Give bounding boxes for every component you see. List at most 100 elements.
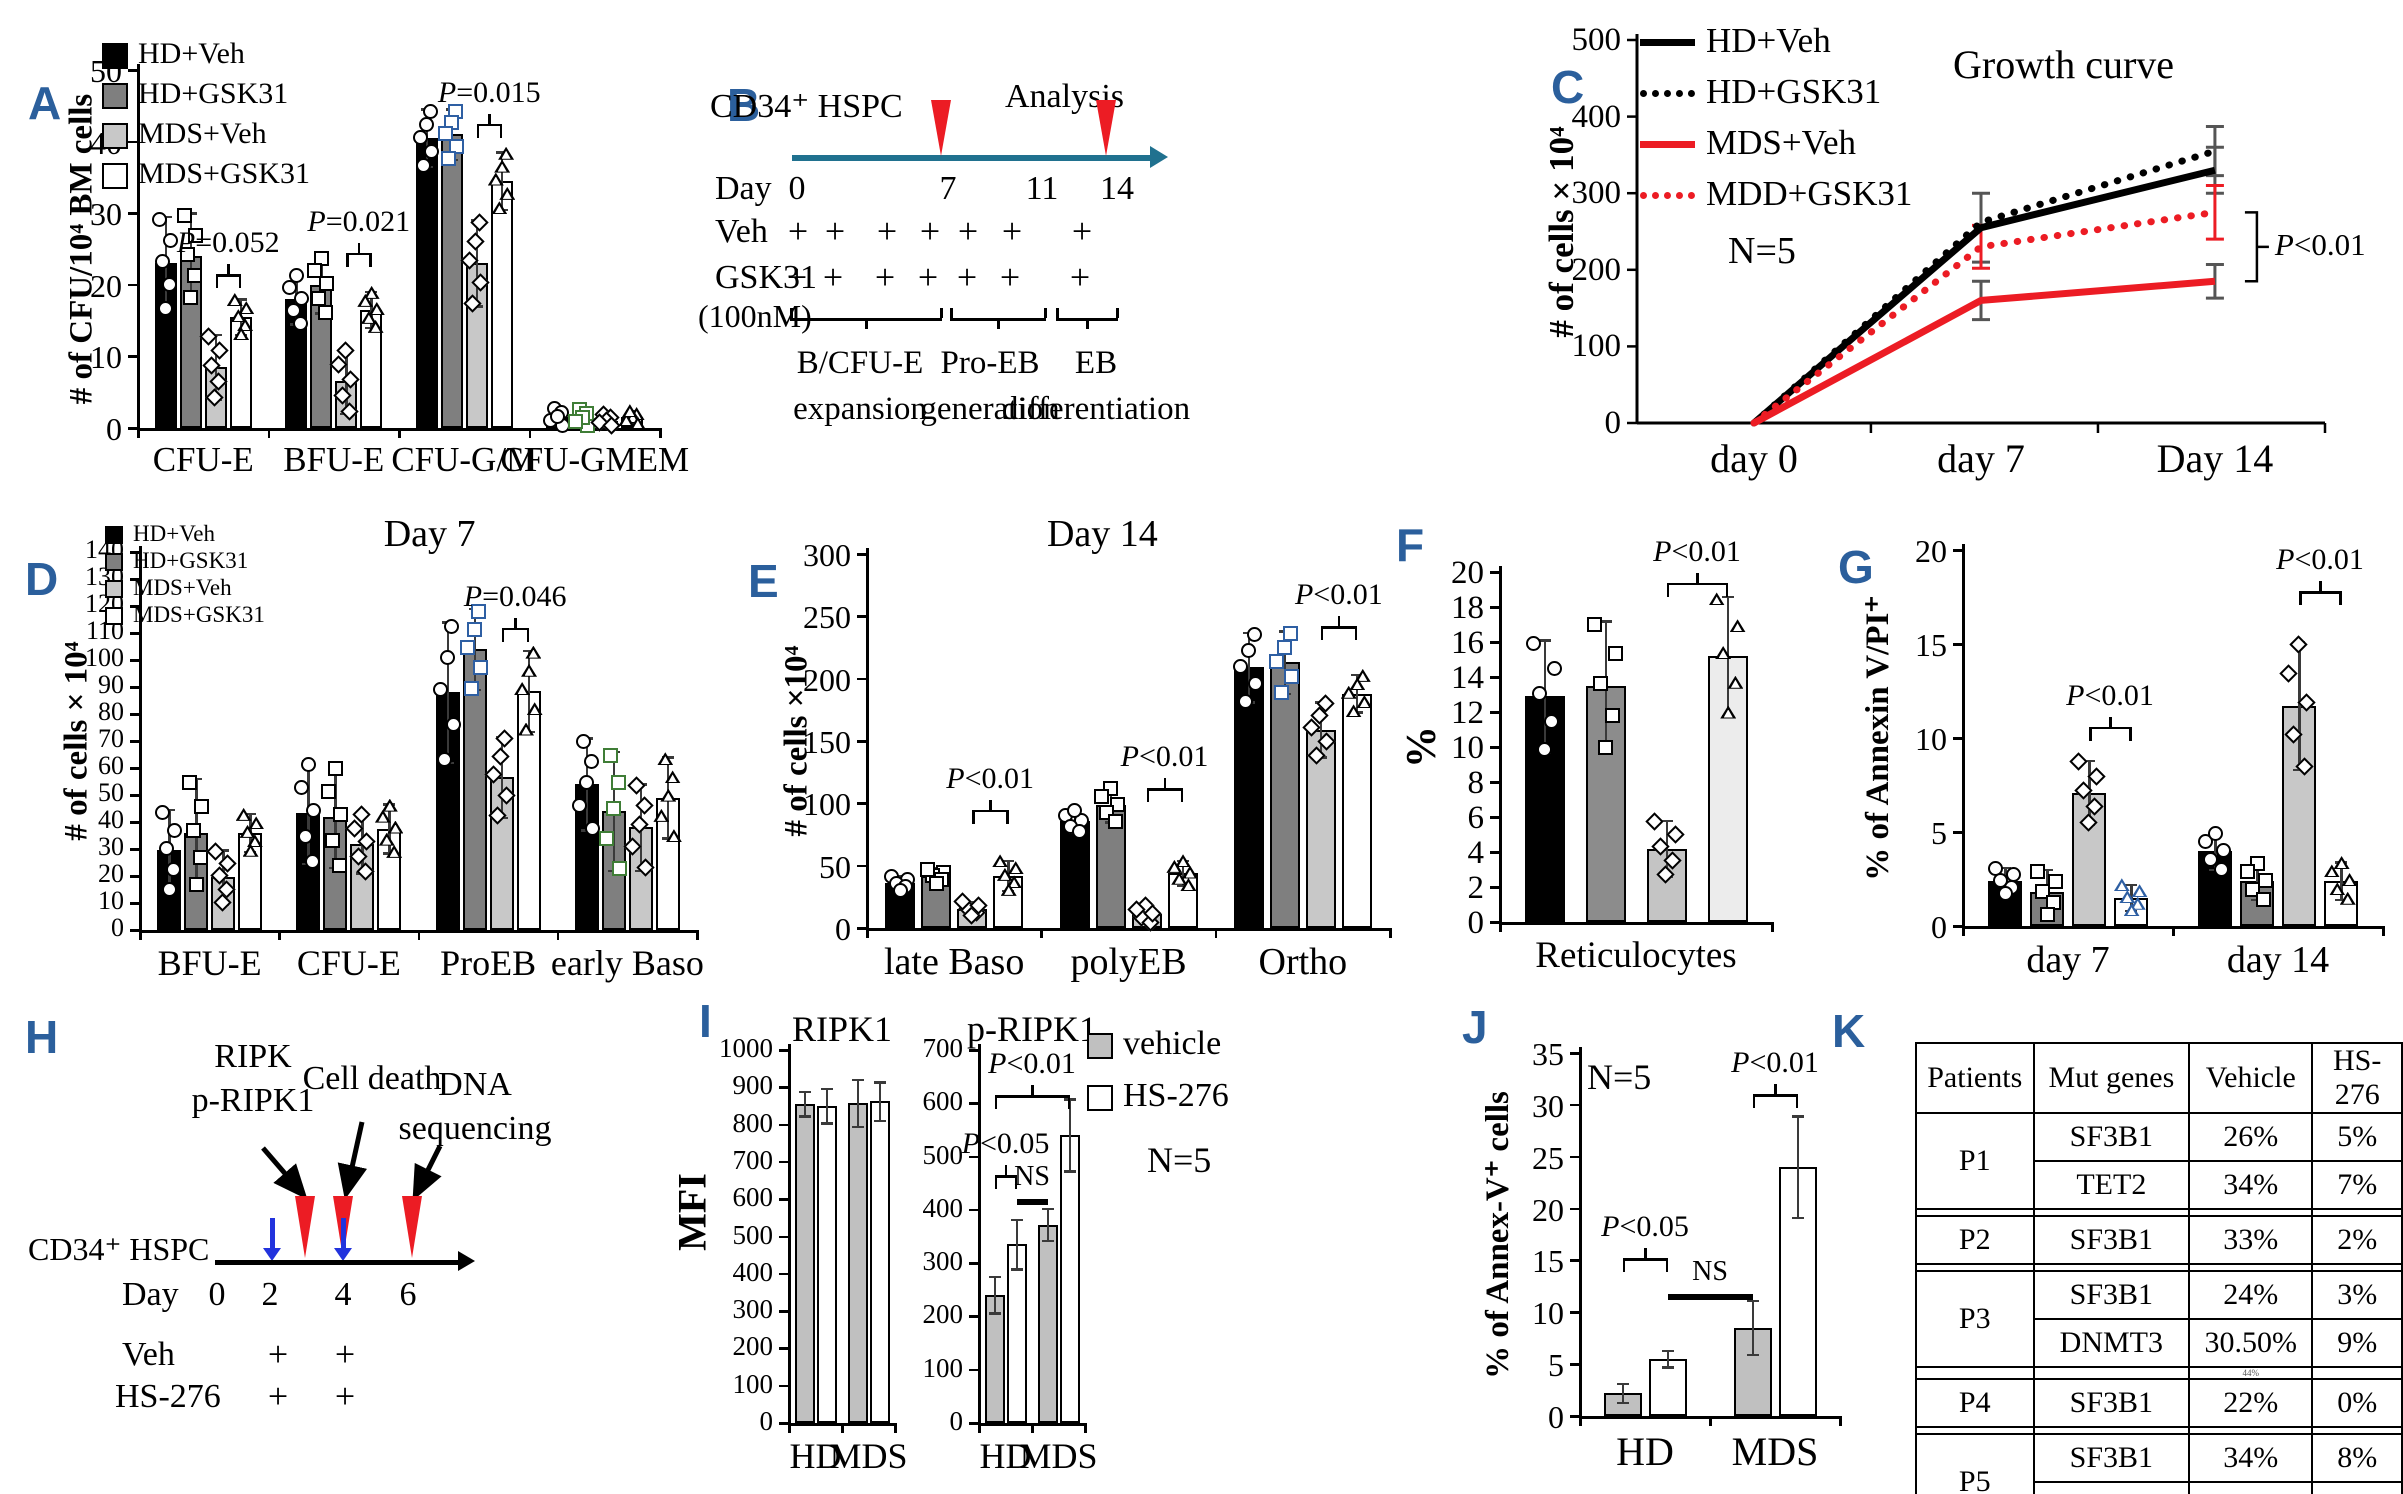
- marker-0: [424, 143, 440, 159]
- plus-mark: +: [824, 211, 846, 251]
- error-bar: [803, 1091, 806, 1117]
- y-tick-label: 500: [922, 1139, 964, 1170]
- error-cap: [1616, 1401, 1629, 1405]
- y-tick-label: 20: [1451, 555, 1484, 591]
- y-axis: [1962, 544, 1965, 928]
- marker-1: [1094, 788, 1110, 804]
- marker-1: [568, 414, 584, 430]
- panel-label-g: G: [1838, 541, 1874, 593]
- sig-bracket: [346, 252, 372, 256]
- sig-stem: [1644, 1248, 1647, 1259]
- legend-swatch: [105, 607, 123, 625]
- x-tick: [1962, 926, 1965, 936]
- legend-swatch: [105, 526, 123, 544]
- error-cap: [1002, 859, 1015, 863]
- brace-end: [1056, 308, 1059, 318]
- marker-0: [158, 300, 174, 316]
- error-cap: [2083, 759, 2095, 763]
- y-tick: [130, 767, 140, 770]
- ns-line: [1016, 1199, 1048, 1206]
- chart-title: RIPK1: [791, 1009, 893, 1049]
- error-cap: [495, 151, 508, 154]
- marker-3: [521, 663, 538, 677]
- sig-stem: [1774, 1084, 1777, 1095]
- gene-cell: SF3B1: [2032, 1378, 2191, 1428]
- dosing-arrowhead-icon: [263, 1248, 281, 1261]
- cell-source-label: CD34⁺ HSPC: [28, 1231, 210, 1267]
- x-tick: [528, 428, 531, 438]
- timepoint-triangle-icon: [402, 1196, 422, 1258]
- marker-1: [1284, 669, 1300, 685]
- y-axis-label: % of Annexin V/PI⁺: [1860, 595, 1896, 881]
- sig-leg: [1180, 788, 1183, 803]
- marker-1: [467, 621, 483, 637]
- y-tick: [1490, 676, 1500, 679]
- dosing-arrowhead-icon: [334, 1248, 352, 1261]
- error-cap: [1791, 1216, 1804, 1220]
- y-tick-label: 500: [732, 1219, 774, 1250]
- sig-bracket: [476, 123, 502, 127]
- x-tick-label: Day 14: [2156, 436, 2274, 481]
- y-tick: [857, 677, 867, 681]
- plus-mark: +: [267, 1376, 289, 1416]
- legend-swatch: [102, 163, 128, 189]
- marker-0: [1537, 742, 1553, 758]
- y-tick-label: 60: [98, 751, 124, 780]
- ns-line: [1667, 1293, 1753, 1300]
- x-tick: [1214, 928, 1218, 938]
- plus-mark: +: [334, 1334, 356, 1374]
- timeline-line: [792, 155, 1150, 161]
- vehicle-vaf-cell: 24%: [2188, 1270, 2314, 1320]
- panel-j-annexv-chart: 0 5 10 15 20 25 30 35 % of Annex-V⁺ cells HD MDS P<…: [1475, 1008, 1895, 1488]
- marker-1: [1586, 617, 1602, 633]
- y-tick: [130, 605, 140, 608]
- y-tick: [128, 355, 138, 358]
- panel-label-e: E: [748, 555, 779, 607]
- marker-0: [1248, 676, 1264, 692]
- hs276-vaf-cell: 5%: [2311, 1112, 2403, 1162]
- bar-vehicle: [794, 1104, 815, 1423]
- marker-0: [1237, 693, 1253, 709]
- marker-1: [307, 263, 323, 279]
- y-tick-label: 900: [732, 1070, 774, 1101]
- table-header-mut-genes: Mut genes: [2032, 1042, 2191, 1114]
- marker-0: [151, 212, 167, 228]
- legend-swatch: [102, 123, 128, 149]
- legend-swatch: [105, 580, 123, 598]
- y-tick-label: 500: [1571, 22, 1622, 58]
- sig-bracket: [994, 1175, 1017, 1178]
- brace-stem: [1086, 318, 1089, 329]
- legend-swatch: [1087, 1085, 1113, 1111]
- plus-mark: +: [874, 257, 896, 297]
- x-axis: [1499, 922, 1773, 925]
- hs276-vaf-cell: 2%: [2311, 1215, 2403, 1265]
- day-axis-label: Day: [122, 1276, 179, 1313]
- y-tick: [128, 69, 138, 72]
- timepoint-triangle-icon: [295, 1196, 315, 1258]
- gene-cell: SF3B1: [2032, 1215, 2191, 1265]
- sig-stem: [989, 799, 992, 810]
- marker-3: [1007, 861, 1024, 875]
- sig-leg: [2299, 591, 2302, 606]
- marker-1: [317, 305, 333, 320]
- sig-label: P<0.01: [988, 1047, 1076, 1081]
- sig-label: P<0.01: [1731, 1046, 1819, 1080]
- sig-bracket: [1752, 1094, 1798, 1097]
- marker-0: [293, 290, 309, 306]
- marker-0: [1544, 714, 1560, 730]
- marker-1: [1108, 814, 1124, 830]
- error-bar: [527, 650, 531, 732]
- category-label: HD: [789, 1436, 842, 1476]
- error-bar: [1751, 1300, 1754, 1355]
- error-cap: [234, 298, 247, 301]
- y-tick-label: 10: [1532, 1295, 1564, 1332]
- y-axis-label: # of cells × 10⁴: [1542, 125, 1581, 338]
- marker-1: [2035, 884, 2051, 900]
- category-label: MDS: [1019, 1436, 1098, 1476]
- legend-swatch: [105, 553, 123, 571]
- marker-3: [1708, 592, 1725, 606]
- sig-bracket: [1622, 1258, 1668, 1261]
- marker-1: [1605, 707, 1621, 723]
